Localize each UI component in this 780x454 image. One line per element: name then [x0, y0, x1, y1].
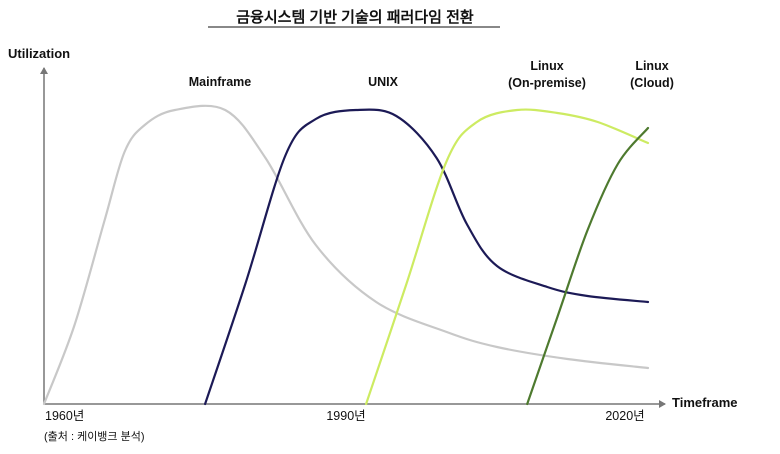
series-label-linux-on-premise: Linux (On-premise): [508, 59, 586, 90]
x-tick-layer: 1960년 1990년 2020년: [45, 409, 645, 423]
x-tick-label: 2020년: [605, 409, 644, 423]
source-note: (출처 : 케이뱅크 분석): [44, 430, 145, 443]
series-layer: [42, 104, 650, 406]
x-tick-label: 1990년: [326, 409, 365, 423]
chart-title: 금융시스템 기반 기술의 패러다임 전환: [236, 8, 474, 26]
series-line-mainframe: [42, 104, 650, 406]
series-line-unix: [204, 108, 650, 406]
y-axis-label: Utilization: [8, 46, 70, 61]
series-label-layer: Mainframe UNIX Linux (On-premise) Linux (Clou…: [189, 59, 674, 90]
series-line-linux-cloud: [526, 126, 650, 406]
x-axis-label: Timeframe: [672, 395, 738, 410]
x-tick-label: 1960년: [45, 409, 84, 423]
series-label-linux-cloud: Linux (Cloud): [630, 59, 674, 90]
series-label-mainframe: Mainframe: [189, 75, 252, 89]
series-line-linux-on-premise: [365, 108, 650, 406]
series-label-unix: UNIX: [368, 75, 399, 89]
